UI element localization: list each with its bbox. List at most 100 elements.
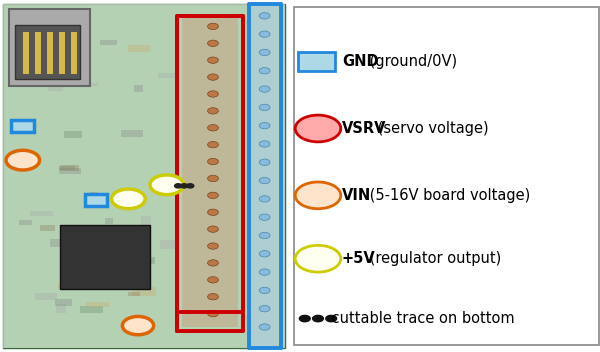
Circle shape (259, 214, 270, 220)
FancyBboxPatch shape (133, 257, 155, 264)
Circle shape (208, 23, 218, 30)
Circle shape (181, 184, 188, 188)
Circle shape (208, 91, 218, 97)
FancyBboxPatch shape (56, 304, 65, 313)
Circle shape (208, 226, 218, 232)
Circle shape (259, 159, 270, 165)
Circle shape (259, 177, 270, 184)
FancyBboxPatch shape (133, 287, 156, 296)
Circle shape (259, 31, 270, 37)
FancyBboxPatch shape (294, 7, 599, 345)
FancyBboxPatch shape (50, 239, 68, 247)
Circle shape (175, 184, 182, 188)
Text: (servo voltage): (servo voltage) (373, 121, 489, 136)
Circle shape (259, 269, 270, 275)
FancyBboxPatch shape (35, 293, 57, 301)
Circle shape (259, 196, 270, 202)
Circle shape (208, 158, 218, 165)
Circle shape (150, 175, 184, 195)
Text: (ground/0V): (ground/0V) (365, 54, 458, 69)
Circle shape (187, 184, 194, 188)
Circle shape (326, 315, 337, 322)
Circle shape (208, 108, 218, 114)
Circle shape (208, 74, 218, 80)
Circle shape (259, 251, 270, 257)
Circle shape (208, 175, 218, 182)
FancyBboxPatch shape (59, 32, 65, 74)
FancyBboxPatch shape (58, 283, 76, 289)
FancyBboxPatch shape (121, 131, 143, 137)
Circle shape (208, 125, 218, 131)
FancyBboxPatch shape (55, 299, 71, 306)
FancyBboxPatch shape (68, 41, 88, 49)
Text: VSRV: VSRV (342, 121, 386, 136)
FancyBboxPatch shape (80, 306, 103, 313)
Circle shape (208, 243, 218, 249)
FancyBboxPatch shape (141, 216, 151, 225)
Circle shape (295, 115, 341, 142)
Circle shape (208, 57, 218, 63)
FancyBboxPatch shape (3, 4, 285, 348)
Circle shape (259, 13, 270, 19)
FancyBboxPatch shape (91, 194, 98, 204)
Circle shape (295, 182, 341, 209)
Circle shape (208, 310, 218, 317)
FancyBboxPatch shape (91, 192, 97, 196)
FancyBboxPatch shape (59, 165, 74, 170)
FancyBboxPatch shape (31, 211, 53, 216)
Circle shape (208, 209, 218, 215)
FancyBboxPatch shape (15, 25, 80, 79)
Circle shape (295, 245, 341, 272)
FancyBboxPatch shape (35, 32, 41, 74)
FancyBboxPatch shape (64, 131, 82, 138)
FancyBboxPatch shape (3, 4, 285, 348)
FancyBboxPatch shape (298, 52, 335, 71)
Circle shape (259, 141, 270, 147)
Circle shape (208, 277, 218, 283)
FancyBboxPatch shape (11, 120, 34, 132)
FancyBboxPatch shape (59, 168, 82, 174)
FancyBboxPatch shape (9, 9, 90, 86)
FancyBboxPatch shape (158, 73, 177, 78)
FancyBboxPatch shape (106, 218, 113, 224)
FancyBboxPatch shape (128, 44, 151, 52)
FancyBboxPatch shape (71, 32, 77, 74)
Circle shape (208, 40, 218, 46)
Circle shape (313, 315, 323, 322)
Circle shape (259, 287, 270, 294)
Circle shape (208, 192, 218, 199)
Circle shape (259, 306, 270, 312)
FancyBboxPatch shape (61, 165, 79, 171)
FancyBboxPatch shape (70, 30, 84, 40)
Circle shape (259, 104, 270, 111)
Text: cuttable trace on bottom: cuttable trace on bottom (327, 311, 515, 326)
FancyBboxPatch shape (160, 240, 178, 249)
FancyBboxPatch shape (19, 220, 32, 225)
Circle shape (259, 49, 270, 56)
FancyBboxPatch shape (36, 47, 57, 55)
Text: (regulator output): (regulator output) (365, 251, 502, 266)
FancyBboxPatch shape (182, 18, 238, 327)
FancyBboxPatch shape (85, 194, 107, 206)
FancyBboxPatch shape (134, 85, 143, 92)
Circle shape (259, 232, 270, 239)
Circle shape (259, 324, 270, 330)
FancyBboxPatch shape (60, 225, 150, 289)
FancyBboxPatch shape (15, 39, 36, 44)
Circle shape (259, 122, 270, 129)
FancyBboxPatch shape (49, 80, 63, 90)
Circle shape (122, 316, 154, 335)
FancyBboxPatch shape (74, 249, 83, 254)
Circle shape (299, 315, 310, 322)
Text: GND: GND (342, 54, 379, 69)
FancyBboxPatch shape (252, 5, 278, 347)
Circle shape (259, 86, 270, 92)
FancyBboxPatch shape (86, 302, 109, 307)
FancyBboxPatch shape (76, 83, 98, 87)
Circle shape (6, 150, 40, 170)
FancyBboxPatch shape (100, 39, 117, 45)
Circle shape (259, 68, 270, 74)
FancyBboxPatch shape (47, 32, 53, 74)
FancyBboxPatch shape (93, 252, 116, 260)
FancyBboxPatch shape (23, 32, 29, 74)
